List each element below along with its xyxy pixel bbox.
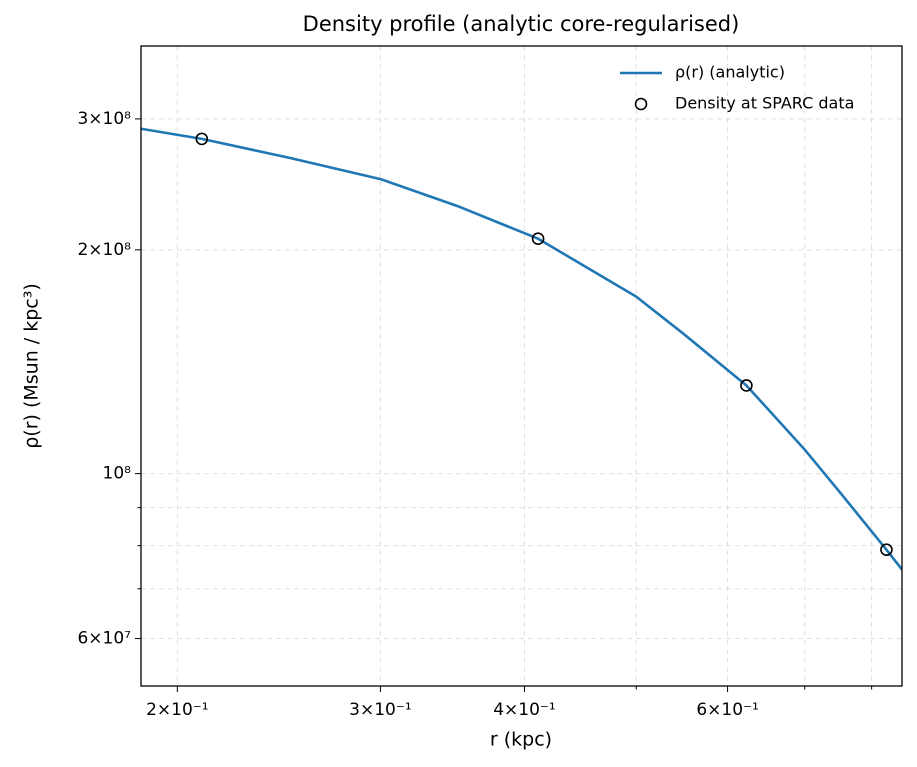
y-axis-label: ρ(r) (Msun / kpc³) xyxy=(21,283,43,449)
line xyxy=(141,127,902,571)
x-tick-label: 2×10⁻¹ xyxy=(146,700,208,720)
marker xyxy=(740,379,753,392)
x-tick-label: 3×10⁻¹ xyxy=(349,700,411,720)
x-tick-label: 6×10⁻¹ xyxy=(696,700,758,720)
marker xyxy=(880,543,893,557)
x-tick-label: 4×10⁻¹ xyxy=(493,700,555,720)
y-tick-label: 3×10⁸ xyxy=(77,109,131,129)
chart-title: Density profile (analytic core-regularis… xyxy=(303,12,740,36)
legend-label: Density at SPARC data xyxy=(675,94,854,113)
x-axis-label: r (kpc) xyxy=(490,729,552,751)
y-tick-label: 10⁸ xyxy=(103,464,132,484)
plot-frame xyxy=(140,45,903,687)
legend-label: ρ(r) (analytic) xyxy=(675,63,785,82)
legend-marker xyxy=(634,97,648,111)
marker xyxy=(195,132,209,146)
y-tick-label: 2×10⁸ xyxy=(77,240,131,260)
y-tick-label: 6×10⁷ xyxy=(77,629,131,649)
marker xyxy=(531,232,545,246)
